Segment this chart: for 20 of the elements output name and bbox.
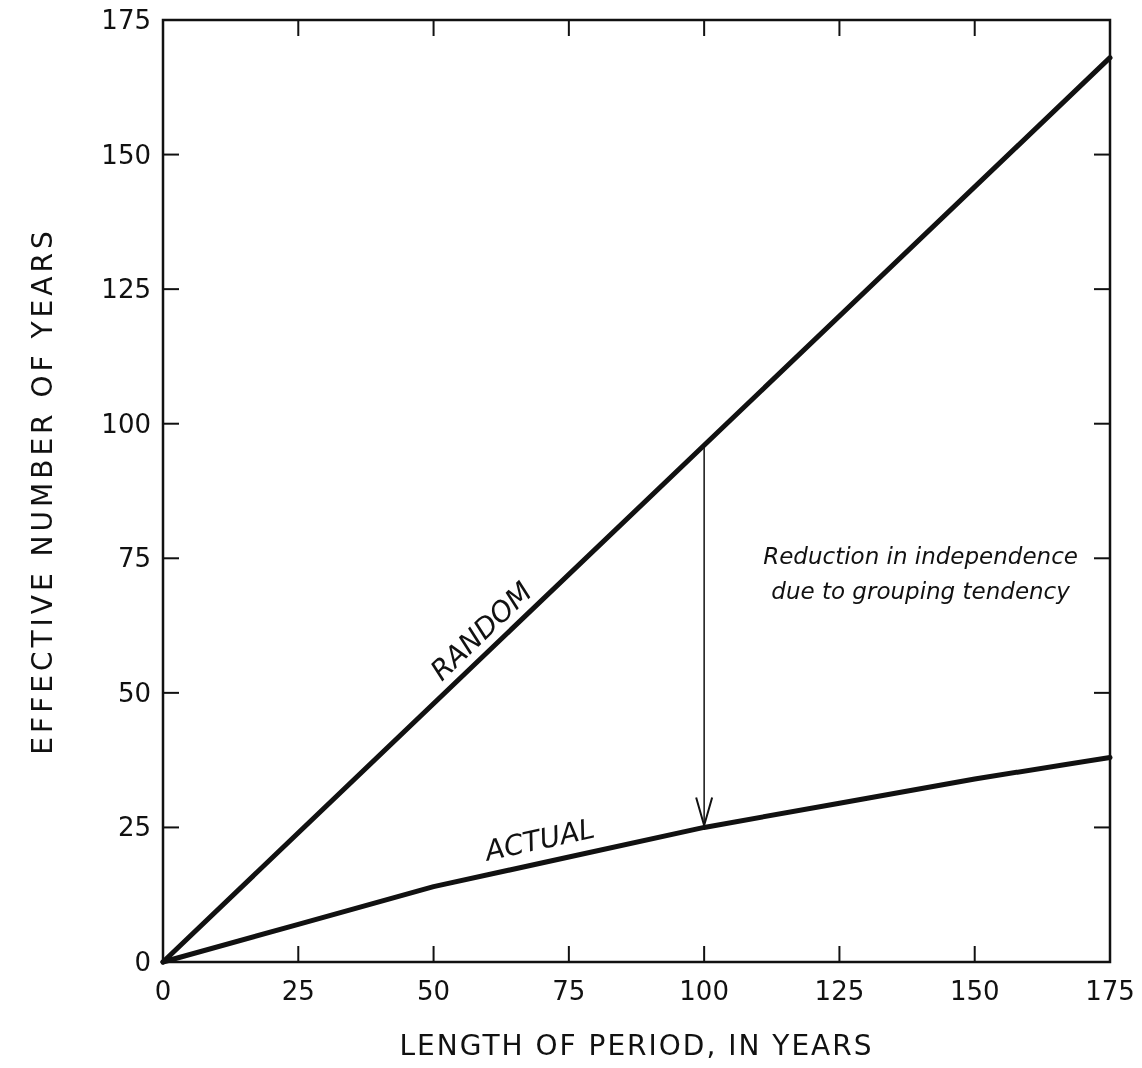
- y-tick-label: 175: [101, 5, 151, 35]
- y-tick-label: 100: [101, 408, 151, 439]
- y-tick-label: 25: [117, 812, 151, 843]
- y-tick-label: 0: [134, 947, 151, 977]
- text: ACTUAL: [480, 811, 598, 869]
- x-tick-label: 0: [154, 976, 172, 1006]
- y-tick-label: 125: [101, 274, 151, 305]
- y-tick-label: 75: [117, 543, 151, 574]
- x-tick-label: 150: [949, 976, 1000, 1006]
- x-tick-label: 50: [417, 976, 451, 1006]
- x-tick-label: 25: [281, 976, 315, 1006]
- x-tick-label: 100: [679, 976, 729, 1006]
- y-tick-label: 50: [117, 677, 151, 708]
- x-axis-title: LENGTH OF PERIOD, IN YEARS: [399, 1029, 874, 1062]
- y-tick-label: 150: [101, 139, 151, 170]
- annotation: Reduction in independence due to grouping tendency: [763, 542, 1078, 604]
- x-tick-label: 125: [814, 976, 865, 1006]
- x-tick-label: 175: [1085, 976, 1135, 1006]
- x-tick-label: 75: [552, 976, 586, 1006]
- y-axis-title: EFFECTIVE NUMBER OF YEARS: [26, 227, 59, 755]
